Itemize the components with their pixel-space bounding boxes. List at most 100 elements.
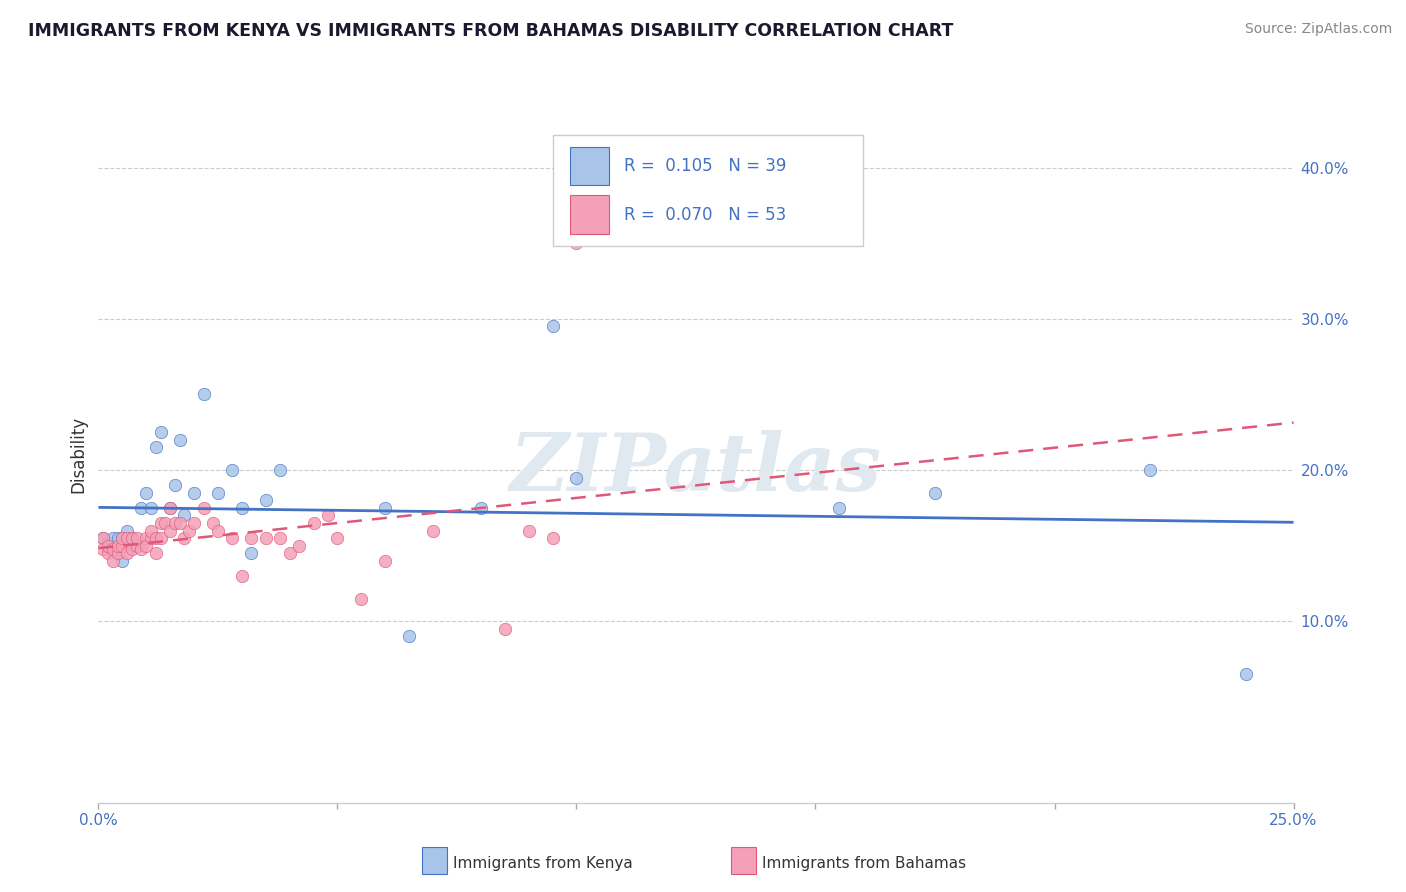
FancyBboxPatch shape [571, 146, 609, 185]
Y-axis label: Disability: Disability [69, 417, 87, 493]
Point [125, 539, 148, 553]
Point [121, 531, 143, 545]
Point [202, 516, 225, 530]
Point [111, 531, 134, 545]
Point [541, 319, 564, 334]
Point [139, 531, 162, 545]
Point [139, 500, 162, 515]
Point [101, 541, 124, 556]
Point [155, 516, 177, 530]
Text: R =  0.105   N = 39: R = 0.105 N = 39 [624, 157, 786, 175]
Point [541, 531, 564, 545]
Point [183, 485, 205, 500]
Point [163, 478, 186, 492]
Point [302, 516, 325, 530]
Point [91, 531, 114, 545]
Point [111, 531, 134, 545]
Point [169, 516, 191, 530]
Point [207, 524, 229, 538]
Point [278, 546, 301, 560]
Point [97, 546, 120, 560]
Point [101, 554, 124, 568]
Point [131, 541, 153, 556]
Point [91, 531, 114, 545]
Text: IMMIGRANTS FROM KENYA VS IMMIGRANTS FROM BAHAMAS DISABILITY CORRELATION CHART: IMMIGRANTS FROM KENYA VS IMMIGRANTS FROM… [28, 22, 953, 40]
Point [231, 569, 253, 583]
Point [231, 500, 253, 515]
Point [101, 531, 124, 545]
Point [173, 531, 195, 545]
Point [111, 554, 134, 568]
Point [828, 500, 851, 515]
Point [374, 554, 396, 568]
Point [121, 541, 143, 556]
Point [121, 531, 143, 545]
Point [135, 539, 157, 553]
Point [107, 531, 129, 545]
Point [159, 500, 181, 515]
Point [179, 524, 201, 538]
Point [1139, 463, 1161, 477]
Point [494, 622, 516, 636]
Point [316, 508, 339, 523]
Point [125, 531, 148, 545]
Point [207, 485, 229, 500]
FancyBboxPatch shape [571, 195, 609, 234]
Point [115, 546, 138, 560]
Point [422, 524, 444, 538]
Point [115, 539, 138, 553]
Point [135, 485, 157, 500]
Text: Immigrants from Kenya: Immigrants from Kenya [453, 856, 633, 871]
Point [97, 539, 120, 553]
Point [159, 500, 181, 515]
Point [149, 516, 172, 530]
Point [145, 441, 167, 455]
Point [240, 546, 263, 560]
Point [111, 539, 134, 553]
Point [288, 539, 311, 553]
Point [565, 470, 588, 484]
Point [193, 387, 215, 401]
Point [183, 516, 205, 530]
Point [101, 539, 124, 553]
Point [107, 546, 129, 560]
Point [254, 531, 277, 545]
Text: ZIPatlas: ZIPatlas [510, 430, 882, 508]
Point [97, 535, 120, 549]
Point [221, 531, 243, 545]
Point [115, 524, 138, 538]
Point [91, 541, 114, 556]
Point [159, 524, 181, 538]
Point [149, 531, 172, 545]
Point [145, 546, 167, 560]
Point [135, 531, 157, 545]
Point [145, 531, 167, 545]
Point [269, 463, 291, 477]
Point [326, 531, 349, 545]
Point [240, 531, 263, 545]
Point [517, 524, 540, 538]
Text: Source: ZipAtlas.com: Source: ZipAtlas.com [1244, 22, 1392, 37]
Point [139, 524, 162, 538]
Point [107, 546, 129, 560]
Point [125, 539, 148, 553]
Point [924, 485, 946, 500]
Point [173, 508, 195, 523]
Point [115, 531, 138, 545]
Point [1234, 667, 1257, 681]
Point [398, 629, 420, 643]
Point [565, 236, 588, 251]
Point [169, 433, 191, 447]
Point [131, 500, 153, 515]
FancyBboxPatch shape [553, 135, 863, 246]
Point [163, 516, 186, 530]
Point [254, 493, 277, 508]
Point [221, 463, 243, 477]
Point [193, 500, 215, 515]
Point [97, 541, 120, 556]
Point [107, 539, 129, 553]
Point [149, 425, 172, 440]
Point [470, 500, 492, 515]
Point [350, 591, 373, 606]
Text: R =  0.070   N = 53: R = 0.070 N = 53 [624, 206, 786, 224]
